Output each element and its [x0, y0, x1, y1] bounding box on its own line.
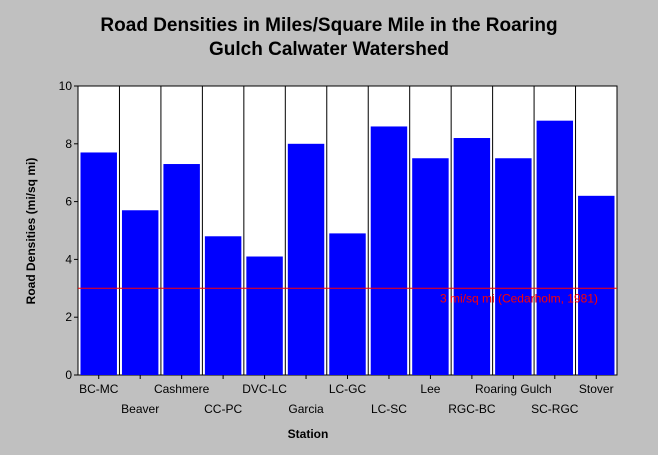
- x-tick-label: LC-GC: [329, 382, 367, 396]
- x-axis-label: Station: [288, 427, 329, 441]
- category-separators: [118, 86, 577, 375]
- x-tick-label: Stover: [579, 382, 614, 396]
- bar-dvc-lc: [246, 256, 283, 375]
- bar-stover: [578, 195, 615, 375]
- y-tick-label: 0: [65, 368, 72, 382]
- bar-cashmere: [163, 164, 200, 375]
- y-tick-label: 2: [65, 310, 72, 324]
- reference-line-group: 3 mi/sq mi (Cedarholm, 1981): [78, 287, 617, 305]
- bar-cc-pc: [204, 236, 242, 375]
- x-tick-label: BC-MC: [79, 382, 119, 396]
- y-axis-label: Road Densities (mi/sq mi): [24, 158, 38, 305]
- x-tick-label: CC-PC: [204, 402, 242, 416]
- x-tick-label: RGC-BC: [448, 402, 496, 416]
- x-tick-label: LC-SC: [371, 402, 407, 416]
- x-tick-label: DVC-LC: [242, 382, 287, 396]
- x-tick-label: Cashmere: [154, 382, 210, 396]
- chart-title-line-1: Road Densities in Miles/Square Mile in t…: [100, 15, 558, 36]
- x-tick-label: Roaring Gulch: [475, 382, 552, 396]
- bar-garcia: [287, 143, 325, 375]
- bar-rgc-bc: [453, 138, 491, 375]
- x-tick-label: Beaver: [121, 402, 159, 416]
- x-tick-label: Garcia: [288, 402, 324, 416]
- reference-line-label: 3 mi/sq mi (Cedarholm, 1981): [440, 291, 598, 305]
- bars: [80, 120, 615, 376]
- bar-lc-gc: [329, 233, 366, 375]
- chart-title: Road Densities in Miles/Square Mile in t…: [0, 14, 658, 62]
- bar-beaver: [121, 210, 159, 375]
- y-tick-label: 6: [65, 195, 72, 209]
- y-tick-label: 10: [59, 79, 73, 93]
- y-tick-label: 8: [65, 137, 72, 151]
- chart-title-line-2: Gulch Calwater Watershed: [208, 39, 450, 60]
- y-axis: 0 2 4 6 8 10: [59, 79, 78, 382]
- bar-bc-mc: [80, 152, 117, 375]
- y-tick-label: 4: [65, 252, 72, 266]
- bar-roaring-gulch: [495, 158, 532, 375]
- x-tick-label: Lee: [420, 382, 440, 396]
- bar-lc-sc: [370, 126, 408, 376]
- bar-lee: [412, 158, 449, 375]
- bar-sc-rgc: [536, 120, 574, 376]
- x-tick-label: SC-RGC: [531, 402, 579, 416]
